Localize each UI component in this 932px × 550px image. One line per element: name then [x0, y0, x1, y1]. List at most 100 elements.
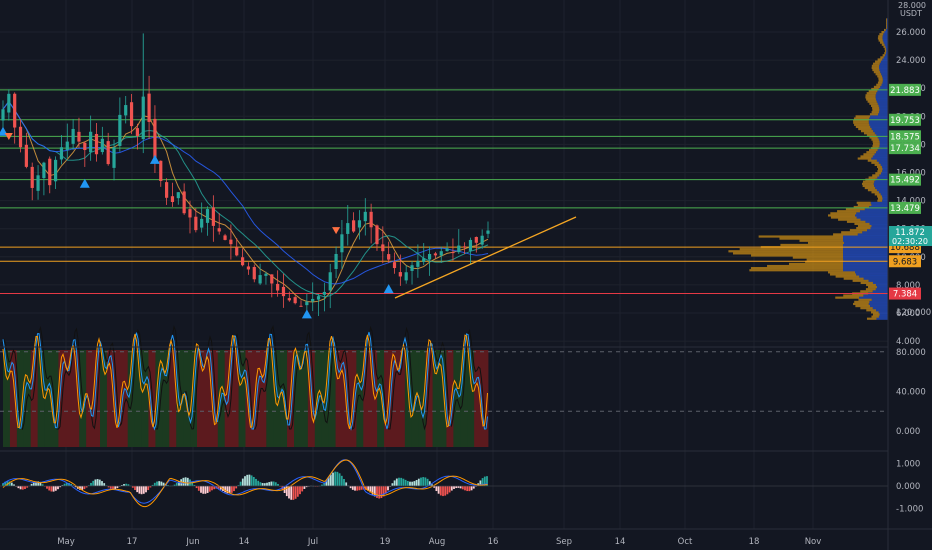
- candle-body[interactable]: [281, 286, 286, 297]
- level-tag-bg: [889, 113, 921, 126]
- candle-body[interactable]: [299, 305, 303, 307]
- candle-body[interactable]: [387, 254, 391, 260]
- candle-body[interactable]: [24, 144, 28, 167]
- candle-body[interactable]: [427, 253, 432, 260]
- candle-body[interactable]: [404, 272, 408, 281]
- volume-profile-bar: [884, 52, 886, 55]
- volume-profile-bar: [884, 31, 888, 34]
- oscillator-line: [2, 333, 488, 430]
- candle-body[interactable]: [141, 96, 145, 140]
- candle-body[interactable]: [165, 182, 169, 198]
- candle-body[interactable]: [246, 266, 251, 270]
- candle-body[interactable]: [170, 196, 175, 203]
- candle-body[interactable]: [463, 246, 467, 248]
- candle-body[interactable]: [240, 257, 245, 266]
- candle-body[interactable]: [316, 296, 321, 300]
- candle-body[interactable]: [153, 118, 157, 162]
- candle-body[interactable]: [18, 126, 23, 148]
- candle-body[interactable]: [264, 273, 268, 276]
- candle-body[interactable]: [311, 298, 315, 302]
- candle-body[interactable]: [1, 109, 5, 121]
- candle-body[interactable]: [42, 162, 46, 179]
- volume-profile-bar: [853, 119, 869, 122]
- candle-body[interactable]: [13, 93, 17, 128]
- candle-body[interactable]: [445, 248, 449, 252]
- volume-profile-bar: [799, 239, 843, 242]
- candle-body[interactable]: [287, 298, 291, 301]
- candle-body[interactable]: [129, 102, 134, 127]
- time-axis-label: 17: [127, 537, 138, 547]
- candle-body[interactable]: [352, 220, 356, 232]
- candlesticks[interactable]: [1, 33, 490, 317]
- candle-body[interactable]: [217, 228, 221, 232]
- candle-body[interactable]: [480, 235, 484, 245]
- time-axis[interactable]: May 17 Jun 14 Jul 19 Aug 16 Sep 14 Oct 18 Nov: [57, 537, 821, 547]
- candle-body[interactable]: [223, 235, 227, 240]
- candle-body[interactable]: [433, 253, 438, 256]
- candle-body[interactable]: [305, 301, 309, 306]
- candle-body[interactable]: [375, 225, 379, 245]
- candle-body[interactable]: [468, 239, 473, 251]
- candle-body[interactable]: [258, 275, 262, 284]
- candle-body[interactable]: [205, 209, 210, 223]
- candle-body[interactable]: [392, 262, 397, 269]
- candle-body[interactable]: [363, 211, 367, 222]
- candle-body[interactable]: [89, 131, 93, 153]
- candle-body[interactable]: [176, 192, 180, 199]
- candle-body[interactable]: [422, 258, 426, 262]
- candle-body[interactable]: [486, 230, 490, 234]
- volume-profile-bar: [873, 130, 888, 133]
- candle-body[interactable]: [83, 142, 87, 151]
- candle-body[interactable]: [229, 239, 233, 245]
- oscillator-bar: [197, 350, 205, 447]
- candle-body[interactable]: [235, 247, 239, 256]
- candle-body[interactable]: [182, 191, 186, 214]
- candle-body[interactable]: [457, 245, 461, 253]
- candle-body[interactable]: [7, 93, 11, 113]
- candle-body[interactable]: [100, 138, 104, 153]
- candle-body[interactable]: [439, 251, 443, 256]
- candle-body[interactable]: [276, 283, 280, 291]
- candle-body[interactable]: [59, 147, 64, 160]
- candle-body[interactable]: [30, 166, 34, 188]
- candle-body[interactable]: [357, 220, 362, 228]
- candle-body[interactable]: [346, 223, 350, 234]
- candle-body[interactable]: [200, 218, 204, 228]
- trendline[interactable]: [394, 216, 577, 299]
- candle-body[interactable]: [94, 133, 99, 155]
- candle-body[interactable]: [252, 266, 256, 280]
- candle-body[interactable]: [188, 209, 192, 218]
- candle-body[interactable]: [124, 105, 128, 116]
- candle-body[interactable]: [416, 261, 420, 267]
- candle-body[interactable]: [71, 128, 75, 144]
- candle-body[interactable]: [474, 236, 478, 243]
- candle-body[interactable]: [328, 272, 332, 291]
- candle-body[interactable]: [410, 265, 414, 271]
- buy-signal-arrow: [301, 309, 312, 319]
- candle-body[interactable]: [135, 128, 139, 136]
- candle-body[interactable]: [381, 244, 385, 252]
- candle-body[interactable]: [293, 297, 297, 304]
- candle-body[interactable]: [322, 291, 326, 295]
- candle-body[interactable]: [77, 131, 81, 142]
- candle-body[interactable]: [36, 175, 40, 191]
- candle-body[interactable]: [270, 274, 274, 284]
- candle-body[interactable]: [65, 141, 69, 150]
- candle-body[interactable]: [159, 160, 163, 181]
- candle-body[interactable]: [106, 141, 110, 165]
- macd-histogram-bar: [160, 481, 163, 486]
- candle-body[interactable]: [112, 147, 116, 168]
- candle-body[interactable]: [398, 272, 402, 277]
- candle-body[interactable]: [48, 158, 52, 186]
- candle-body[interactable]: [340, 234, 344, 253]
- candle-body[interactable]: [451, 252, 455, 254]
- candle-body[interactable]: [53, 159, 58, 182]
- candle-body[interactable]: [147, 93, 151, 122]
- candle-body[interactable]: [118, 114, 122, 146]
- candle-body[interactable]: [369, 211, 373, 228]
- macd-histogram-bar: [338, 473, 341, 486]
- candle-body[interactable]: [211, 207, 215, 226]
- candle-body[interactable]: [194, 216, 198, 231]
- candle-body[interactable]: [334, 253, 338, 270]
